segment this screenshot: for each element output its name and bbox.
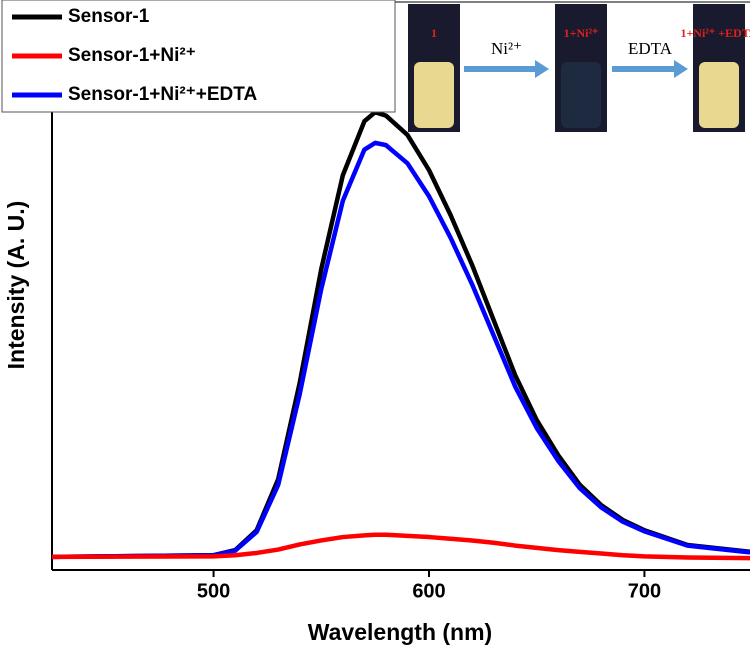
vial-photo: 1+Ni²⁺ +EDTA: [680, 4, 750, 132]
series-line: [51, 109, 750, 560]
arrow-head: [535, 60, 549, 78]
legend-label: Sensor-1+Ni²⁺+EDTA: [68, 84, 257, 105]
vial-label: 1: [431, 26, 437, 40]
legend-label: Sensor-1: [68, 6, 150, 27]
x-tick-label: 600: [412, 580, 445, 602]
vial-liquid: [561, 62, 601, 128]
x-tick-label: 500: [197, 580, 230, 602]
legend-label: Sensor-1+Ni²⁺: [68, 45, 196, 66]
x-axis-title: Wavelength (nm): [308, 619, 492, 645]
vial-label: 1+Ni²⁺ +EDTA: [680, 26, 750, 40]
x-tick-label: 700: [628, 580, 661, 602]
vial-photo: 1+Ni²⁺: [555, 4, 607, 132]
arrow-label: Ni²⁺: [491, 39, 522, 58]
series-line: [51, 532, 750, 561]
arrow-label: EDTA: [628, 39, 673, 58]
legend-box: [1, 0, 396, 113]
vial-label: 1+Ni²⁺: [564, 26, 599, 40]
vial-liquid: [699, 62, 739, 128]
arrow-head: [674, 60, 688, 78]
series-line: [51, 140, 750, 560]
y-axis-title: Intensity (A. U.): [3, 201, 29, 370]
vial-liquid: [414, 62, 454, 128]
vial-photo: 1: [408, 4, 460, 132]
